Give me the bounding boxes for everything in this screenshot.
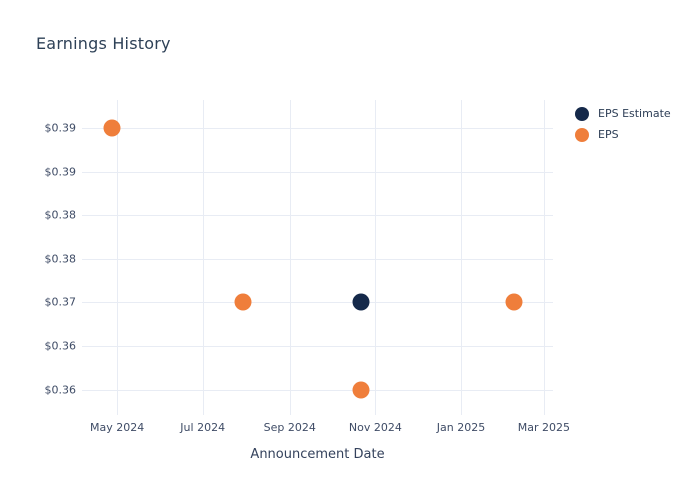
data-point-eps[interactable]: [352, 381, 370, 399]
y-gridline: [82, 215, 553, 217]
y-tick-label: $0.36: [44, 383, 77, 397]
y-gridline: [82, 302, 553, 304]
y-gridline: [82, 171, 553, 173]
legend-marker-icon: [575, 127, 589, 142]
legend-label: EPS: [598, 128, 619, 141]
x-gridline: [202, 100, 204, 415]
x-gridline: [289, 100, 291, 415]
y-tick-label: $0.38: [44, 208, 77, 222]
x-gridline: [543, 100, 545, 415]
y-gridline: [82, 127, 553, 129]
x-axis-title: Announcement Date: [250, 447, 385, 462]
data-point-eps[interactable]: [103, 119, 120, 137]
legend-item-eps-estimate[interactable]: EPS Estimate: [575, 103, 671, 124]
y-tick-label: $0.39: [44, 165, 77, 179]
y-tick-label: $0.38: [44, 252, 77, 266]
data-point-eps[interactable]: [505, 293, 523, 311]
data-point-eps-estimate[interactable]: [352, 293, 370, 311]
x-gridline: [375, 100, 377, 415]
y-tick-label: $0.37: [44, 295, 77, 309]
x-tick-label: Nov 2024: [348, 421, 402, 434]
legend-label: EPS Estimate: [598, 107, 671, 120]
x-gridline: [461, 100, 462, 415]
plot-area[interactable]: [82, 100, 553, 415]
y-tick-label: $0.36: [44, 339, 77, 353]
data-point-eps[interactable]: [234, 293, 252, 311]
legend-item-eps[interactable]: EPS: [575, 124, 671, 145]
x-tick-label: Jul 2024: [180, 421, 226, 434]
y-gridline: [82, 258, 553, 260]
x-tick-label: Mar 2025: [517, 421, 571, 434]
x-gridline: [117, 100, 119, 415]
legend: EPS Estimate EPS: [575, 103, 671, 145]
x-tick-label: Jan 2025: [436, 421, 486, 434]
chart-title: Earnings History: [36, 34, 171, 53]
x-tick-label: Sep 2024: [263, 421, 316, 434]
x-tick-label: May 2024: [89, 421, 145, 434]
y-tick-label: $0.39: [44, 121, 77, 135]
y-gridline: [82, 389, 553, 391]
legend-marker-icon: [575, 106, 589, 121]
y-gridline: [82, 346, 553, 348]
